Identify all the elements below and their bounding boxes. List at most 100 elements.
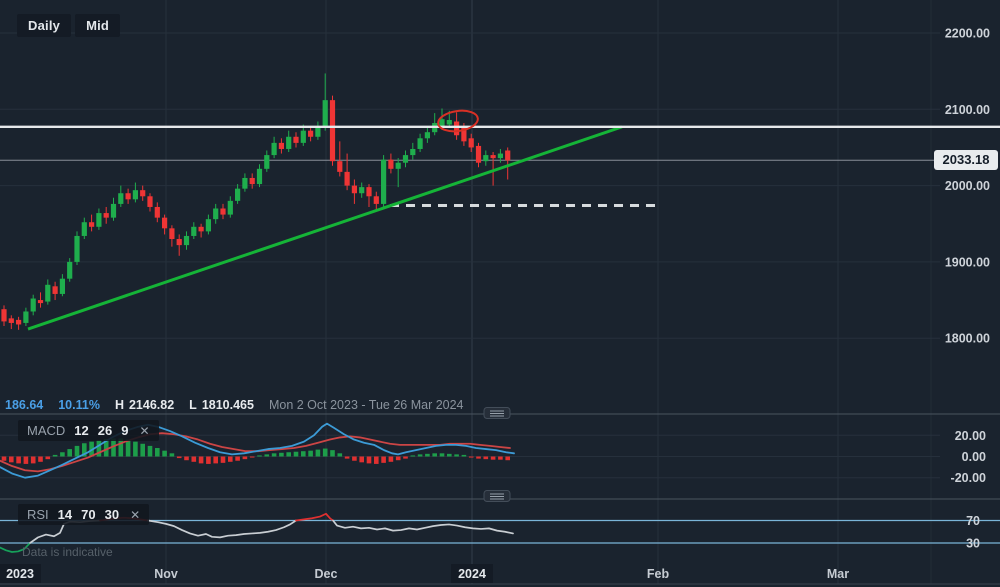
high-label: H	[114, 398, 124, 412]
macd-histogram-bar	[140, 443, 145, 457]
mid-price-button[interactable]: Mid	[75, 14, 121, 37]
candle-body	[220, 208, 226, 215]
rsi-line-segment	[147, 519, 297, 539]
candle-body	[366, 187, 372, 197]
macd-histogram-bar	[447, 453, 452, 457]
price-tick-label: 2000.00	[945, 179, 990, 193]
candle-body	[23, 311, 29, 323]
candle-body	[162, 217, 168, 229]
candle-body	[344, 171, 350, 186]
candle-body	[8, 318, 14, 323]
candle-body	[213, 208, 219, 220]
candle-body	[468, 138, 474, 148]
year-badge	[0, 564, 41, 583]
macd-histogram-bar	[103, 439, 109, 457]
macd-histogram-bar	[9, 456, 14, 463]
macd-signal-line	[0, 432, 511, 473]
price-tick-label: 1800.00	[945, 332, 990, 346]
period-low: L 1810.465	[189, 398, 254, 412]
macd-histogram-bar	[439, 453, 445, 457]
macd-param-signal: 9	[121, 423, 129, 438]
rsi-tick-label: 30	[966, 537, 980, 551]
candle-body	[205, 219, 211, 232]
macd-histogram-bar	[133, 441, 138, 457]
macd-histogram-bar	[425, 453, 430, 457]
candle-body	[483, 155, 489, 162]
rsi-label: RSI	[27, 507, 49, 522]
macd-histogram-bar	[264, 454, 270, 457]
macd-histogram-bar	[60, 452, 65, 457]
candle-body	[322, 100, 328, 128]
candle-body	[1, 309, 7, 322]
time-tick-label: Nov	[154, 567, 178, 581]
candle-body	[308, 130, 314, 137]
macd-histogram-bar	[96, 440, 102, 457]
candle-body	[140, 190, 146, 197]
rsi-close-icon[interactable]: ✕	[130, 507, 141, 522]
macd-histogram-bar	[483, 456, 489, 460]
candle-body	[74, 235, 80, 262]
candle-body	[89, 222, 95, 227]
macd-histogram-bar	[169, 453, 175, 457]
macd-tick-label: 20.00	[955, 429, 986, 443]
macd-histogram-bar	[308, 450, 313, 457]
macd-histogram-bar	[206, 456, 211, 464]
candle-body	[381, 159, 387, 204]
candle-body	[417, 138, 423, 149]
macd-histogram-bar	[45, 456, 51, 460]
highlight-ellipse-annotation	[437, 109, 479, 133]
price-tick-label: 1900.00	[945, 255, 990, 269]
macd-histogram-bar	[461, 454, 467, 457]
candle-body	[300, 130, 306, 143]
candle-body	[454, 121, 460, 136]
candle-body	[497, 153, 503, 159]
candle-body	[359, 187, 365, 194]
candle-body	[183, 235, 190, 246]
candle-body	[242, 177, 248, 189]
macd-rsi-pane-resize-handle[interactable]	[483, 490, 511, 502]
candle-body	[198, 226, 204, 232]
macd-histogram-bar	[74, 445, 80, 457]
candle-body	[461, 127, 467, 142]
candle-body	[475, 145, 482, 163]
main-macd-pane-resize-handle[interactable]	[483, 407, 511, 419]
macd-histogram-bar	[228, 456, 233, 462]
candle-body	[132, 190, 138, 200]
macd-histogram-bar	[52, 454, 58, 457]
rsi-line-segment	[0, 542, 31, 553]
macd-param-fast: 12	[74, 423, 89, 438]
candle-body	[264, 155, 270, 169]
date-range: Mon 2 Oct 2023 - Tue 26 Mar 2024	[268, 398, 464, 412]
candle-body	[81, 222, 87, 236]
candle-body	[110, 203, 117, 218]
macd-histogram-bar	[395, 456, 401, 461]
candle-body	[337, 161, 343, 172]
macd-histogram-bar	[30, 456, 36, 464]
macd-histogram-bar	[454, 454, 459, 457]
candle-body	[191, 226, 197, 236]
macd-histogram-bar	[220, 456, 226, 463]
candle-body	[373, 196, 379, 204]
macd-close-icon[interactable]: ✕	[139, 423, 150, 438]
macd-histogram-bar	[344, 456, 350, 459]
macd-histogram-bar	[1, 456, 7, 461]
macd-histogram-bar	[374, 456, 379, 464]
macd-histogram-bar	[271, 453, 277, 457]
candle-body	[96, 213, 102, 227]
candle-body	[439, 119, 445, 127]
macd-tick-label: -20.00	[951, 471, 986, 485]
candle-body	[278, 142, 284, 149]
candle-body	[424, 132, 430, 139]
macd-histogram-bar	[388, 456, 394, 462]
candle-body	[16, 319, 22, 325]
candle-body	[147, 196, 153, 207]
trendline	[27, 125, 623, 331]
daily-timeframe-button[interactable]: Daily	[17, 14, 72, 37]
candle-body	[388, 159, 394, 169]
candle-body	[45, 284, 51, 302]
macd-histogram-bar	[16, 456, 21, 464]
macd-histogram-bar	[118, 438, 124, 457]
macd-histogram-bar	[242, 456, 248, 460]
